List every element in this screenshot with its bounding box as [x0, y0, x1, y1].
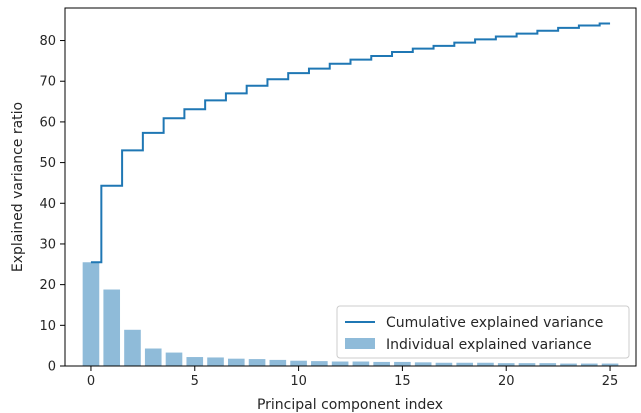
- x-tick-label-15: 15: [394, 374, 411, 389]
- bar-20: [497, 363, 515, 366]
- y-tick-label-20: 20: [39, 278, 56, 293]
- x-tick-label-20: 20: [498, 374, 515, 389]
- x-tick-label-25: 25: [602, 374, 619, 389]
- axes-group: 0 5 10 15 20 25 0 10 20 30 40 50 60 70 80: [39, 7, 637, 389]
- legend-label-individual: Individual explained variance: [386, 337, 592, 353]
- bar-24: [580, 363, 598, 366]
- bar-16: [414, 362, 432, 366]
- bar-7: [227, 358, 245, 366]
- x-tick-label-10: 10: [290, 374, 307, 389]
- bar-3: [144, 348, 162, 366]
- bar-8: [248, 359, 266, 366]
- legend-label-cumulative: Cumulative explained variance: [386, 315, 603, 331]
- bar-23: [560, 363, 577, 366]
- y-tick-label-50: 50: [39, 156, 56, 171]
- bars-group: [82, 262, 619, 366]
- bar-4: [165, 352, 183, 366]
- bar-22: [539, 363, 557, 366]
- bar-9: [269, 359, 287, 366]
- cumulative-step-line: [90, 22, 611, 264]
- bar-12: [331, 361, 349, 366]
- bar-15: [394, 361, 411, 366]
- bar-17: [435, 362, 453, 366]
- bar-14: [373, 361, 390, 366]
- legend-bar-swatch: [345, 338, 375, 349]
- bar-2: [124, 329, 141, 366]
- y-tick-label-60: 60: [39, 115, 56, 130]
- bar-1: [103, 289, 121, 366]
- plot-frame: [64, 7, 637, 367]
- bar-5: [186, 357, 204, 366]
- bar-10: [290, 360, 307, 366]
- bar-19: [477, 362, 494, 366]
- x-axis-label: Principal component index: [257, 397, 443, 413]
- y-tick-label-40: 40: [39, 197, 56, 212]
- y-tick-label-30: 30: [39, 237, 56, 252]
- bar-13: [352, 361, 370, 366]
- x-tick-label-0: 0: [87, 374, 95, 389]
- legend-frame: [336, 305, 630, 359]
- y-tick-label-80: 80: [39, 34, 56, 49]
- bar-0: [82, 262, 100, 366]
- bar-11: [311, 361, 328, 366]
- legend: Cumulative explained variance Individual…: [336, 305, 630, 359]
- y-tick-label-0: 0: [48, 360, 56, 375]
- line-group: [90, 22, 611, 264]
- bar-21: [518, 363, 536, 366]
- y-tick-label-10: 10: [39, 319, 56, 334]
- bar-18: [456, 362, 473, 366]
- x-tick-label-5: 5: [191, 374, 199, 389]
- y-tick-label-70: 70: [39, 75, 56, 90]
- y-axis-label: Explained variance ratio: [10, 102, 26, 272]
- bar-25: [601, 363, 619, 366]
- bar-6: [207, 357, 224, 366]
